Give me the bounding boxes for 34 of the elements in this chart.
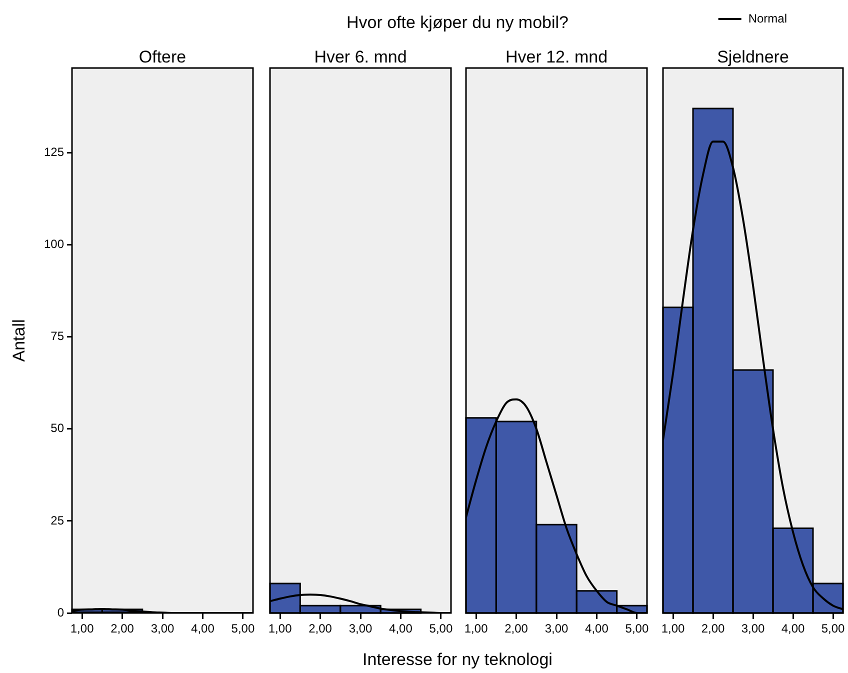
x-tick-label: 1,00: [464, 622, 488, 636]
x-tick-label: 4,00: [191, 622, 215, 636]
x-tick-label: 4,00: [781, 622, 805, 636]
x-tick-label: 4,00: [585, 622, 609, 636]
x-tick-label: 4,00: [389, 622, 413, 636]
x-tick-label: 5,00: [821, 622, 845, 636]
legend-label: Normal: [748, 11, 787, 26]
y-tick-label: 125: [44, 145, 64, 160]
x-tick-label: 5,00: [625, 622, 649, 636]
x-tick-label: 1,00: [70, 622, 94, 636]
chart-title: Hver 6. mnd: [314, 48, 407, 67]
text: Interesse for ny teknologi: [362, 649, 554, 671]
x-tick-label: 2,00: [504, 622, 528, 636]
y-tick-label: 100: [44, 237, 64, 252]
chart-title: Hver 12. mnd: [505, 48, 608, 67]
y-tick-label: 50: [50, 421, 64, 436]
chart-title: Oftere: [138, 48, 186, 67]
x-tick-label: 1,00: [661, 622, 685, 636]
chart-title: Sjeldnere: [717, 48, 789, 67]
x-tick-label: 2,00: [701, 622, 725, 636]
y-tick-label: 25: [50, 513, 64, 528]
y-tick-label: 0: [57, 605, 64, 620]
x-tick-label: 3,00: [544, 622, 568, 636]
x-tick-label: 3,00: [741, 622, 765, 636]
x-tick-label: 5,00: [231, 622, 255, 636]
y-tick-label: 75: [50, 329, 64, 344]
text: Hvor ofte kjøper du ny mobil?: [346, 13, 569, 32]
x-tick-label: 2,00: [308, 622, 332, 636]
y-axis-title: Antall: [10, 319, 29, 362]
x-tick-label: 2,00: [110, 622, 134, 636]
x-tick-label: 3,00: [150, 622, 174, 636]
x-tick-label: 1,00: [268, 622, 292, 636]
x-tick-label: 5,00: [429, 622, 453, 636]
x-tick-label: 3,00: [348, 622, 372, 636]
